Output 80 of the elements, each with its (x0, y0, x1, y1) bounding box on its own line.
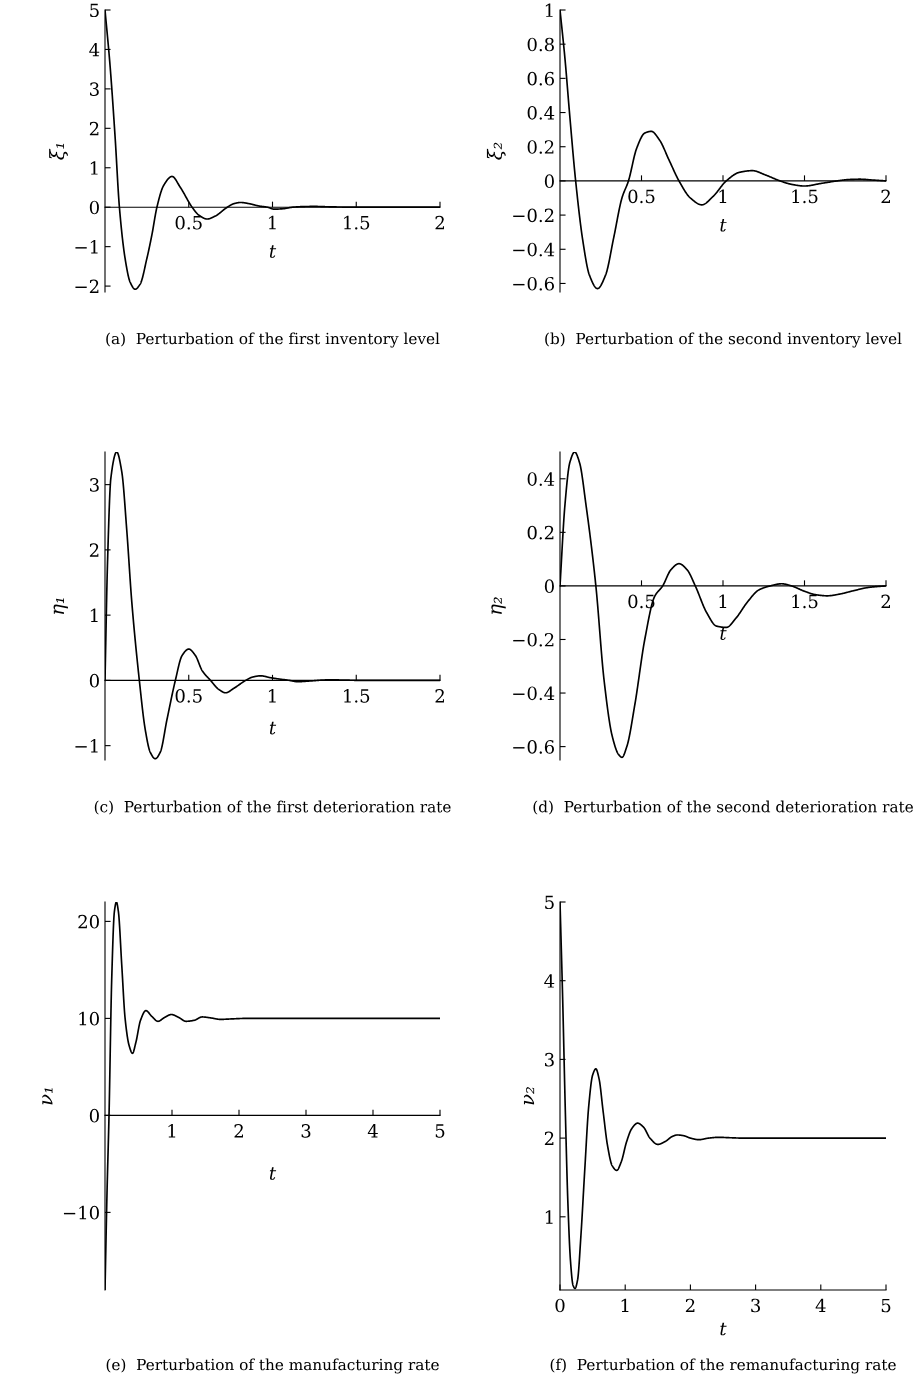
y-tick-label: 20 (78, 914, 99, 929)
y-tick-label: 0 (544, 579, 554, 594)
y-axis-title: η₂ (491, 597, 506, 614)
x-tick-label: 1 (268, 215, 276, 230)
x-axis-title: t (720, 1322, 727, 1336)
x-tick-label: 0.5 (175, 689, 202, 703)
text: (d) Perturbation of the second deterioration rate (533, 800, 913, 815)
y-tick-label: 5 (545, 895, 554, 910)
y-tick-label: 0.8 (527, 37, 554, 52)
x-tick-label: 1 (268, 689, 276, 703)
text: (e) Perturbation of the manufacturing rate (106, 1358, 439, 1374)
y-tick-label: 2 (89, 543, 99, 557)
y-tick-label: −0.4 (513, 242, 555, 257)
text: (a) Perturbation of the first inventory level (106, 332, 440, 348)
x-tick-label: 0.5 (628, 189, 655, 204)
text: (f) Perturbation of the remanufacturing rate (550, 1358, 896, 1374)
text: (c) Perturbation of the first deterioration rate (94, 800, 451, 815)
y-tick-label: −0.2 (513, 632, 554, 647)
x-tick-label: 1.5 (344, 689, 370, 703)
y-axis-title: ν₁ (42, 1088, 53, 1105)
y-tick-label: −0.6 (513, 740, 554, 754)
x-tick-label: 1 (719, 594, 727, 608)
y-tick-label: 0 (544, 174, 554, 189)
y-tick-label: 5 (90, 3, 99, 18)
x-tick-label: 1 (621, 1298, 629, 1313)
y-tick-label: 0 (89, 1108, 99, 1123)
y-tick-label: 1 (545, 1210, 553, 1224)
x-axis-title: t (269, 245, 277, 258)
y-tick-label: 1 (545, 3, 553, 17)
y-tick-label: −0.6 (513, 276, 554, 291)
x-tick-label: 1.5 (792, 594, 818, 609)
x-tick-label: 4 (367, 1124, 378, 1138)
y-tick-label: 2 (89, 121, 99, 136)
x-tick-label: 3 (751, 1298, 760, 1313)
y-tick-label: 0.2 (527, 525, 554, 540)
x-tick-label: 5 (435, 1124, 445, 1138)
y-tick-label: 0 (89, 673, 99, 688)
y-tick-label: −0.4 (513, 686, 555, 701)
y-axis-title: ν₂ (523, 1087, 535, 1105)
y-tick-label: 3 (90, 478, 99, 492)
y-tick-label: 1 (90, 161, 98, 175)
y-tick-label: 0.6 (527, 71, 554, 86)
x-tick-label: 2 (435, 689, 444, 703)
x-tick-label: 2 (881, 189, 890, 203)
y-tick-label: 3 (545, 1052, 554, 1067)
x-tick-label: 1 (719, 189, 727, 203)
x-tick-label: 2 (881, 594, 890, 608)
x-tick-label: 1.5 (344, 215, 370, 230)
y-tick-label: 0 (89, 200, 99, 215)
y-tick-label: 1 (90, 608, 98, 622)
y-tick-label: −10 (63, 1205, 99, 1220)
x-axis-title: t (269, 1167, 277, 1180)
y-axis-title: η₁ (53, 598, 68, 614)
x-tick-label: 4 (815, 1298, 826, 1313)
y-tick-label: −1 (75, 739, 98, 753)
x-tick-label: 3 (301, 1124, 311, 1138)
y-axis-title: ξ₁ (49, 143, 68, 160)
x-axis-title: t (269, 721, 277, 735)
x-tick-label: 2 (435, 215, 444, 230)
text: (b) Perturbation of the second inventory level (545, 332, 902, 348)
x-tick-label: 2 (685, 1298, 695, 1313)
y-tick-label: 3 (90, 82, 99, 96)
x-axis-title: t (720, 627, 727, 640)
x-tick-label: 0.5 (175, 215, 202, 230)
y-tick-label: −0.2 (513, 208, 554, 223)
x-tick-label: 1.5 (792, 189, 818, 204)
x-tick-label: 2 (234, 1124, 243, 1138)
y-tick-label: 0.4 (527, 472, 555, 486)
y-tick-label: −2 (75, 279, 99, 293)
y-tick-label: 4 (89, 42, 100, 57)
y-tick-label: −1 (75, 240, 98, 254)
x-tick-label: 5 (881, 1298, 891, 1313)
x-tick-label: 1 (168, 1124, 176, 1138)
y-tick-label: 0.2 (527, 140, 554, 154)
y-tick-label: 4 (544, 974, 555, 988)
y-axis-title: ξ₂ (486, 142, 506, 160)
x-tick-label: 0 (555, 1298, 565, 1313)
y-tick-label: 10 (79, 1011, 99, 1026)
y-tick-label: 0.4 (527, 106, 555, 120)
x-axis-title: t (720, 219, 727, 232)
